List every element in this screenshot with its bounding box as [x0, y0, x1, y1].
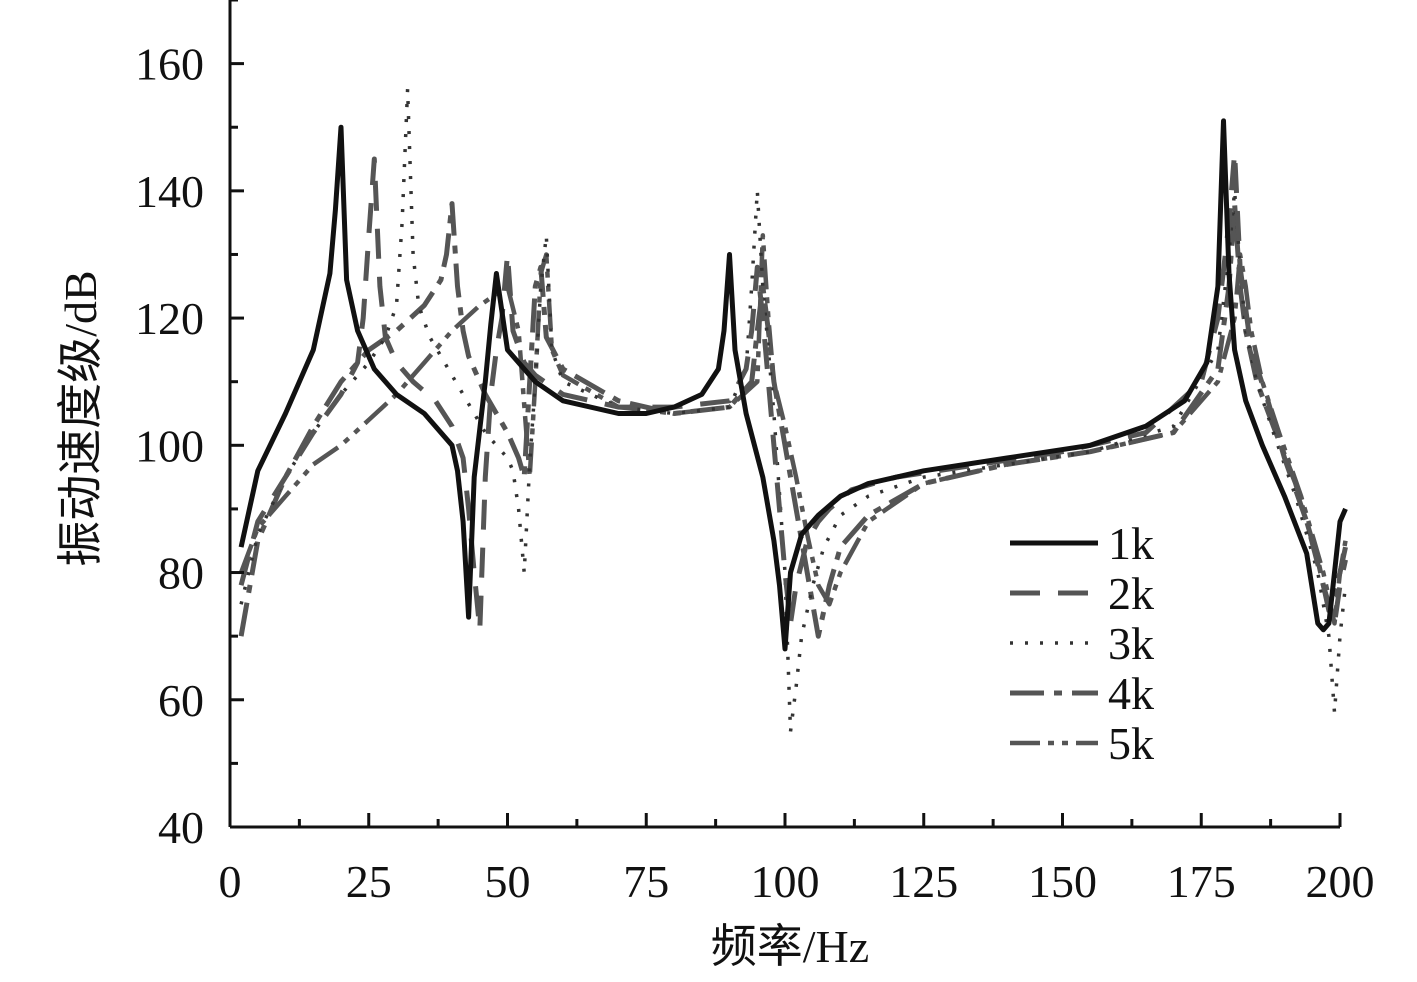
y-tick-label: 60 — [158, 675, 204, 726]
series-line-1k — [238, 118, 1348, 652]
y-tick-label: 160 — [135, 39, 204, 90]
legend-label-2k: 2k — [1108, 568, 1154, 619]
series-line-4k — [238, 201, 1348, 639]
y-tick-label: 40 — [158, 802, 204, 853]
x-tick-label: 175 — [1167, 856, 1236, 907]
x-axis-title: 频率/Hz — [711, 921, 869, 972]
x-tick-label: 75 — [623, 856, 669, 907]
x-tick-label: 200 — [1306, 856, 1375, 907]
legend-label-5k: 5k — [1108, 718, 1154, 769]
x-tick-label: 25 — [346, 856, 392, 907]
ticks: 0 25 50 75 100 125 150 175 200 40 60 80 100 120 140 160 — [135, 0, 1375, 907]
legend-label-4k: 4k — [1108, 668, 1154, 719]
axes — [228, 0, 1340, 829]
series-line-3k — [239, 87, 1348, 734]
series-line-2k — [238, 150, 1348, 633]
x-tick-label: 50 — [485, 856, 531, 907]
x-tick-label: 100 — [751, 856, 820, 907]
legend-label-3k: 3k — [1108, 618, 1154, 669]
y-tick-label: 140 — [135, 166, 204, 217]
x-tick-label: 150 — [1028, 856, 1097, 907]
y-tick-label: 80 — [158, 548, 204, 599]
y-axis-title: 振动速度级/dB — [55, 270, 106, 566]
y-tick-label: 120 — [135, 293, 204, 344]
x-tick-label: 0 — [219, 856, 242, 907]
y-tick-label: 100 — [135, 420, 204, 471]
x-tick-label: 125 — [889, 856, 958, 907]
series-layer — [238, 87, 1348, 734]
legend-label-1k: 1k — [1108, 518, 1154, 569]
